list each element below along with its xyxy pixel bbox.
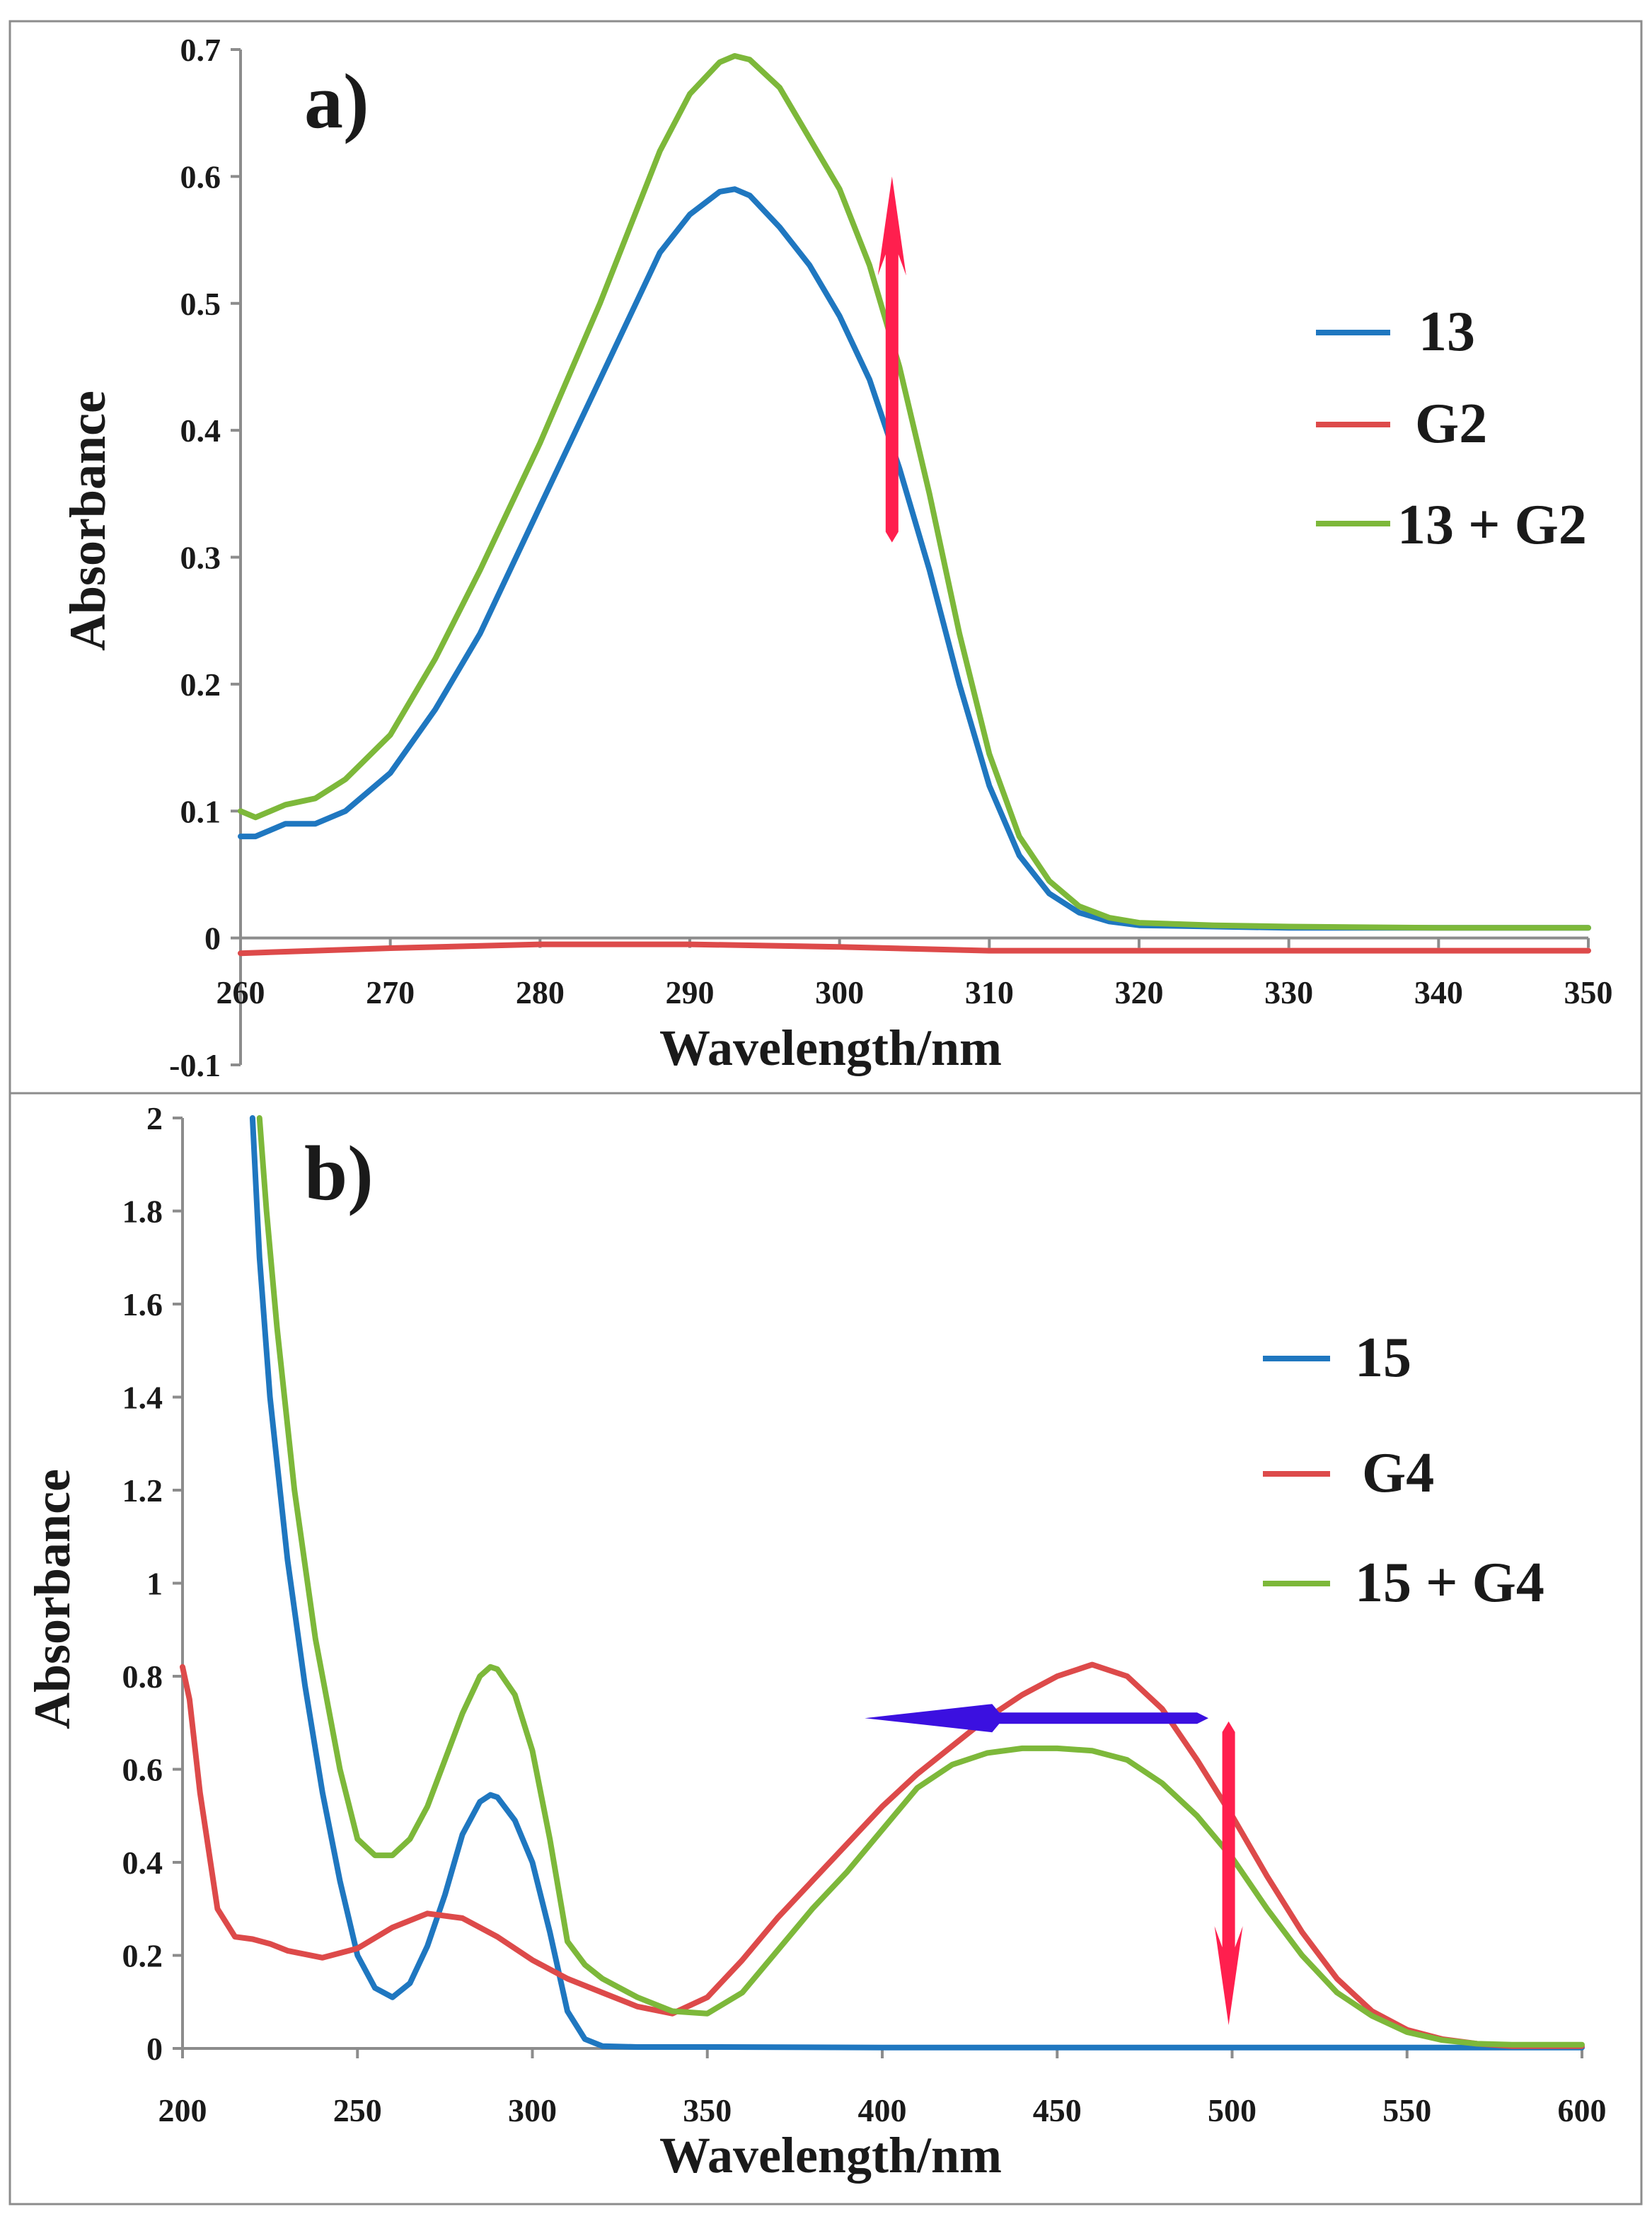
panel-b-legend: 15 G4 15 + G4 xyxy=(1263,1327,1544,1614)
legend-label-15: 15 xyxy=(1355,1327,1411,1389)
panel-b-x-tick-label: 350 xyxy=(683,2092,732,2128)
panel-b-x-tick-label: 500 xyxy=(1208,2092,1257,2128)
panel-a-x-tick-label: 310 xyxy=(965,974,1014,1010)
legend-label-13-g2: 13 + G2 xyxy=(1397,494,1587,556)
panel-a-ylabel: Absorbance xyxy=(59,391,116,651)
panel-b-y-tick-label: 1 xyxy=(146,1566,163,1602)
panel-a-y-tick-label: 0.1 xyxy=(180,793,221,829)
panel-b-y-tick-label: 0.6 xyxy=(122,1752,163,1788)
panel-a-series xyxy=(238,53,1591,957)
panel-a-x-tick-label: 280 xyxy=(516,974,565,1010)
panel-a-frame xyxy=(8,20,1643,1095)
panel-b-x-tick-label: 550 xyxy=(1382,2092,1431,2128)
panel-a-y-tick-label: 0.7 xyxy=(180,32,221,68)
panel-a-y-tick-label: 0.4 xyxy=(180,413,221,449)
panel-b-x-tick-label: 400 xyxy=(858,2092,907,2128)
panel-a-x-tick-label: 350 xyxy=(1564,974,1613,1010)
panel-b-y-tick-label: 1.6 xyxy=(122,1286,163,1322)
legend-label-g2: G2 xyxy=(1415,393,1487,455)
panel-b-x-tick-label: 450 xyxy=(1033,2092,1082,2128)
series-line-13 xyxy=(238,186,1591,931)
panel-a-x-tick-label: 270 xyxy=(366,974,415,1010)
panel-b-label: b) xyxy=(304,1130,374,1216)
panel-a-y-tick-label: -0.1 xyxy=(169,1047,221,1083)
panel-a-x-tick-label: 340 xyxy=(1414,974,1463,1010)
panel-b-y-tick-label: 0.8 xyxy=(122,1659,163,1695)
legend-label-15-g4: 15 + G4 xyxy=(1355,1552,1544,1614)
panel-a-x-tick-label: 330 xyxy=(1264,974,1313,1010)
panel-b-x-tick-label: 300 xyxy=(508,2092,557,2128)
panel-a-y-tick-label: 0.3 xyxy=(180,540,221,576)
legend-label-13: 13 xyxy=(1419,301,1475,363)
panel-a-y-tick-label: 0.2 xyxy=(180,667,221,703)
panel-a-y-tick-label: 0.6 xyxy=(180,158,221,195)
panel-b-y-tick-label: 0.4 xyxy=(122,1845,163,1881)
panel-b-x-tick-label: 200 xyxy=(158,2092,207,2128)
panel-b-xlabel: Wavelength/nm xyxy=(659,2127,1002,2184)
series-line-15-g4 xyxy=(256,1115,1585,2048)
panel-a-axes: -0.1 0 0.1 0.2 0.3 0.4 0.5 0.6 0.7 260 270 280 290 30… xyxy=(169,32,1612,1083)
panel-b-frame xyxy=(8,1092,1643,2206)
panel-b-y-tick-label: 0.2 xyxy=(122,1938,163,1974)
panel-b-y-tick-label: 2 xyxy=(146,1100,163,1136)
panel-a: a) Absorbance Wavelength/nm -0.1 0 0.1 0.2 0… xyxy=(8,20,1643,1095)
panel-a-y-tick-label: 0.5 xyxy=(180,286,221,322)
panel-b-y-tick-label: 1.8 xyxy=(122,1194,163,1230)
panel-b-arrow-left xyxy=(865,1704,1208,1733)
panel-b-y-tick-label: 1.4 xyxy=(122,1380,163,1416)
panel-b-x-tick-label: 600 xyxy=(1558,2092,1607,2128)
panel-b-axes: 0 0.2 0.4 0.6 0.8 1 1.2 1.4 1.6 1.8 2 200 250 300 350 4… xyxy=(122,1100,1607,2128)
panel-a-x-tick-label: 290 xyxy=(666,974,715,1010)
panel-a-annotations xyxy=(877,176,906,543)
panel-b: b) Absorbance Wavelength/nm 0 0.2 0.4 0.6 0.… xyxy=(8,1092,1643,2206)
panel-a-x-tick-label: 260 xyxy=(216,974,265,1010)
panel-b-y-tick-label: 0 xyxy=(146,2031,163,2067)
panel-a-x-tick-label: 300 xyxy=(815,974,864,1010)
series-line-g4 xyxy=(180,1661,1585,2049)
legend-label-g4: G4 xyxy=(1362,1442,1434,1504)
panel-b-ylabel: Absorbance xyxy=(24,1469,81,1729)
panel-a-legend: 13 G2 13 + G2 xyxy=(1316,301,1587,556)
panel-a-xlabel: Wavelength/nm xyxy=(659,1020,1002,1076)
panel-b-annotations xyxy=(865,1704,1243,2026)
panel-b-series xyxy=(180,1115,1585,2051)
panel-b-y-tick-label: 1.2 xyxy=(122,1472,163,1509)
series-line-13-g2 xyxy=(238,53,1591,931)
panel-a-label: a) xyxy=(304,58,369,144)
series-line-15 xyxy=(249,1115,1585,2051)
series-line-g2 xyxy=(238,941,1591,957)
panel-b-x-tick-label: 250 xyxy=(333,2092,382,2128)
panel-a-y-tick-label: 0 xyxy=(204,921,221,957)
panel-a-x-tick-label: 320 xyxy=(1115,974,1164,1010)
panel-b-arrow-down xyxy=(1214,1721,1243,2026)
panel-a-arrow-up xyxy=(877,176,906,543)
